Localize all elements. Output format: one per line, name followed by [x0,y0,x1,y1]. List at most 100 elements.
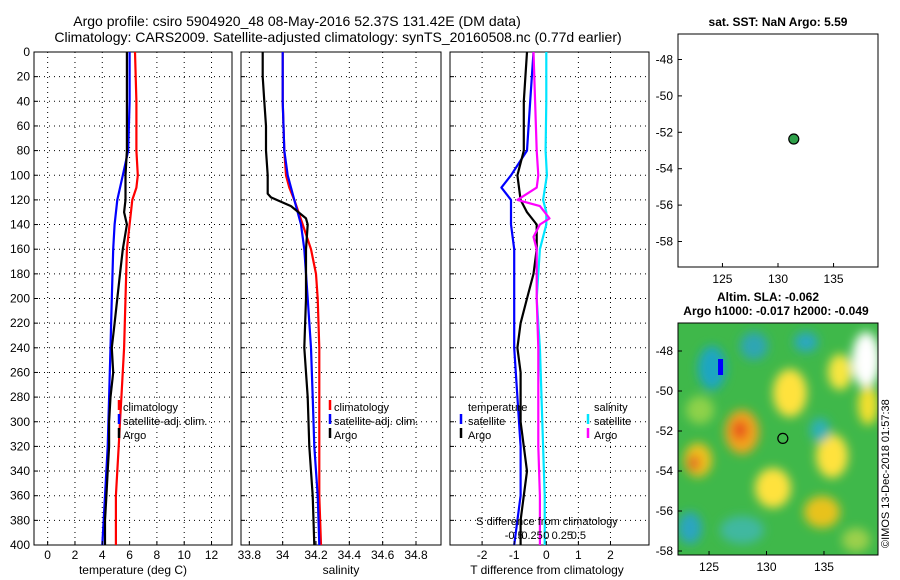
sla-blob [828,354,852,390]
diff-s-tick-label: 0.5 [571,530,586,542]
sla-blob [720,516,764,544]
sst_map-ytick-label: -58 [656,235,674,249]
difference-x-axis-label: T difference from climatology [470,563,624,577]
sla-blob [698,346,726,390]
depth-tick-label: 80 [17,144,31,158]
diff-legend-s-satellite-label: satellite [594,416,631,428]
depth-tick-label: 400 [10,538,30,552]
sla-map-markers [718,359,789,444]
sst-map-title: sat. SST: NaN Argo: 5.59 [709,15,848,29]
depth-tick-label: 300 [10,415,30,429]
sla_map-xtick-label: 125 [699,560,719,574]
salinity-legend: climatology satellite-adj. clim. Argo [328,400,418,442]
temp-xtick-label: 0 [44,548,51,562]
temperature-plot-frame [33,51,233,546]
temp-xtick-label: 4 [99,548,106,562]
salinity-ticks: 33.8 34 34.2 34.4 34.6 34.8 [238,51,428,562]
sla-blob [686,396,714,424]
difference-series-layer [500,51,551,546]
difference-legend-swatches [459,414,590,438]
sst_map-xtick-label: 125 [712,272,732,286]
sla_map-ytick-label: -58 [656,544,674,558]
depth-tick-label: 20 [17,70,31,84]
temperature-grid [34,51,232,546]
sst_map-argo-marker [788,133,800,145]
sst-map-ticks: 125 130 135 -48 -50 -52 -54 -56 -58 [656,52,844,286]
salinity-grid [241,51,441,546]
sla_map-xtick-label: 135 [814,560,834,574]
depth-tick-label: 340 [10,464,30,478]
sal-xtick-label: 34.8 [404,548,428,562]
depth-tick-label: 180 [10,267,30,281]
diff-legend-temperature-title: temperature [468,402,527,414]
diff-series-s-satellite [535,52,549,545]
temp-xtick-label: 12 [205,548,219,562]
sal-series-argo [261,52,316,546]
diff-s-tick-label: -0.25 [518,530,543,542]
sal-xtick-label: 34.2 [304,548,328,562]
diff-s-tick-label: -0.5 [505,530,524,542]
imos-watermark: ©IMOS 13-Dec-2018 01:57:38 [880,399,892,548]
sla-blob [810,418,830,442]
difference-legend-salinity: salinity satellite Argo [594,402,631,442]
sst-map-markers [788,133,800,145]
difference-profile-panel: -2 -1 0 1 2 -0.5-0.25 0 0.250.5 T difference fr… [449,51,650,577]
sal-xtick-label: 33.8 [238,548,262,562]
sla-heatmap-field [678,323,878,555]
sal-xtick-label: 34.4 [338,548,362,562]
depth-tick-label: 160 [10,242,30,256]
salinity-x-axis-label: salinity [323,563,360,577]
depth-tick-label: 60 [17,119,31,133]
salinity-legend-climatology-label: climatology [334,402,390,414]
diff-legend-salinity-title: salinity [594,402,628,414]
sla-blob [773,369,807,417]
sla-map-blue-marker [718,359,724,375]
depth-tick-label: 120 [10,193,30,207]
sla_map-xtick-label: 130 [756,560,776,574]
sst-map-frame [677,33,879,268]
difference-grid [450,51,649,546]
depth-tick-label: 200 [10,292,30,306]
depth-tick-label: 360 [10,489,30,503]
depth-tick-label: 40 [17,94,31,108]
temp-series-satellite-adj-clim- [101,52,131,546]
temperature-profile-panel: 0 2 4 6 8 10 120204060801001201401601802002202… [10,45,233,577]
sst_map-ytick-label: -48 [656,52,674,66]
sst_map-xtick-label: 130 [768,272,788,286]
sla_map-ytick-label: -48 [656,344,674,358]
temperature-legend-satellite-label: satellite-adj. clim. [123,416,207,428]
temperature-ticks: 0 2 4 6 8 10 120204060801001201401601802002202… [10,45,219,562]
sla-blob [804,496,840,528]
sla_map-ytick-label: -56 [656,504,674,518]
diff-legend-s-argo-label: Argo [594,430,617,442]
temp-series-climatology [114,51,139,545]
depth-tick-label: 280 [10,390,30,404]
diff-series-t-satellite [500,51,535,546]
sla_map-ytick-label: -54 [656,464,674,478]
temp-xtick-label: 8 [154,548,161,562]
sla_map-ytick-label: -52 [656,424,674,438]
sla_map-ytick-label: -50 [656,384,674,398]
temperature-legend-argo-label: Argo [123,430,146,442]
sla-map-panel: Altim. SLA: -0.062 Argo h1000: -0.017 h2… [656,290,879,574]
sla-blob [688,455,700,471]
temperature-legend-climatology-label: climatology [123,402,179,414]
diff-legend-t-satellite-label: satellite [468,416,505,428]
diff-s-tick-label: 0 [543,530,549,542]
depth-tick-label: 380 [10,513,30,527]
depth-tick-label: 320 [10,439,30,453]
sla-blob [740,332,768,360]
figure-title-line1: Argo profile: csiro 5904920_48 08-May-20… [73,13,521,29]
depth-tick-label: 0 [23,45,30,59]
sla-blob [816,434,848,478]
sst_map-xtick-label: 135 [824,272,844,286]
sal-series-satellite-adj-clim- [281,52,321,546]
sla_map-argo-marker [777,432,789,444]
diff-series-t-argo [516,51,538,545]
sla-heatmap-blobs [678,332,878,552]
temp-xtick-label: 6 [126,548,133,562]
sst-map-panel: sat. SST: NaN Argo: 5.59 125 130 135 -48 -50… [656,15,879,286]
depth-tick-label: 140 [10,218,30,232]
sla-map-title-line1: Altim. SLA: -0.062 [717,290,819,304]
